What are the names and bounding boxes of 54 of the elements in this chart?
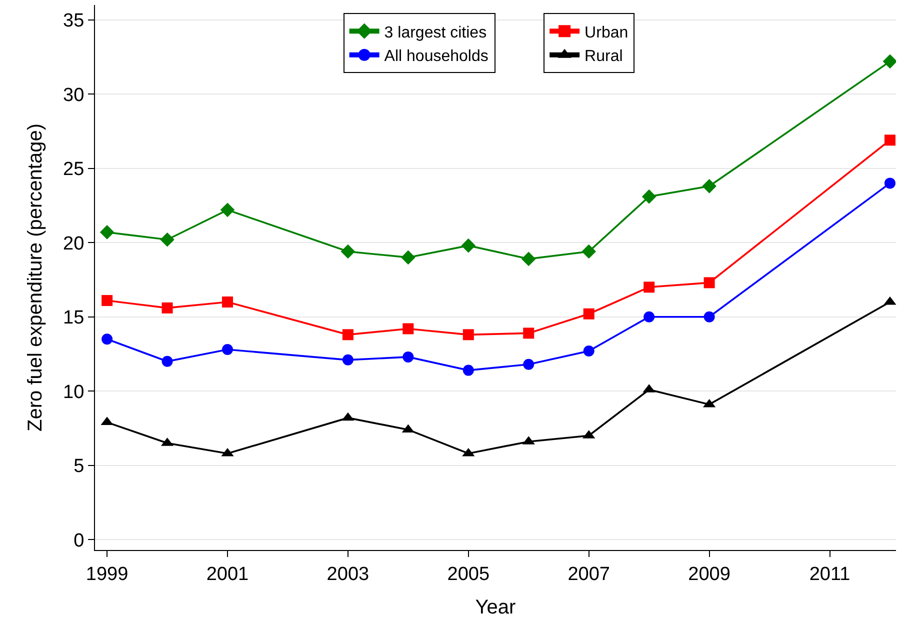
point xyxy=(160,232,174,247)
point xyxy=(523,328,534,339)
point xyxy=(461,238,476,253)
y-tick-label: 5 xyxy=(74,456,84,477)
point xyxy=(401,250,416,265)
point xyxy=(102,295,113,306)
y-axis-title: Zero fuel expenditure (percentage) xyxy=(24,124,47,432)
point xyxy=(222,344,233,356)
point xyxy=(162,302,173,314)
point xyxy=(402,323,414,334)
point xyxy=(462,364,474,376)
y-tick-label: 0 xyxy=(74,530,84,552)
x-tick-label: 1999 xyxy=(86,564,128,585)
x-tick-label: 2007 xyxy=(568,564,610,585)
y-tick-label: 35 xyxy=(63,10,84,32)
x-tick-label: 2001 xyxy=(206,564,249,585)
point xyxy=(702,179,716,194)
point xyxy=(222,296,233,308)
point xyxy=(220,202,235,218)
point xyxy=(882,54,896,69)
y-tick-label: 20 xyxy=(63,233,84,254)
point xyxy=(582,244,596,259)
x-tick-label: 2009 xyxy=(688,564,730,585)
point xyxy=(162,356,173,367)
point xyxy=(523,358,534,370)
x-tick-label: 2005 xyxy=(447,564,490,585)
y-tick-label: 30 xyxy=(63,84,84,106)
point xyxy=(583,308,594,320)
legend-label: Rural xyxy=(584,48,623,66)
point xyxy=(342,329,354,340)
point xyxy=(704,311,715,322)
point xyxy=(342,354,354,366)
x-tick-label: 2011 xyxy=(809,564,850,585)
x-axis-title: Year xyxy=(475,596,516,618)
point xyxy=(644,282,655,293)
legend-label: Urban xyxy=(584,24,628,42)
y-tick-label: 10 xyxy=(63,382,84,403)
legend-label: All households xyxy=(384,48,488,66)
point xyxy=(102,334,113,345)
point xyxy=(402,351,414,362)
point xyxy=(644,311,655,322)
point xyxy=(583,346,594,357)
point xyxy=(100,225,114,240)
y-tick-label: 15 xyxy=(63,308,84,328)
legend-label: 3 largest cities xyxy=(384,24,487,42)
point xyxy=(704,277,715,288)
y-tick-label: 25 xyxy=(63,159,84,180)
point xyxy=(884,178,896,189)
point xyxy=(521,252,536,266)
point xyxy=(340,244,356,259)
point xyxy=(642,189,656,204)
point xyxy=(462,329,474,340)
x-tick-label: 2003 xyxy=(326,564,370,585)
point xyxy=(884,134,896,146)
